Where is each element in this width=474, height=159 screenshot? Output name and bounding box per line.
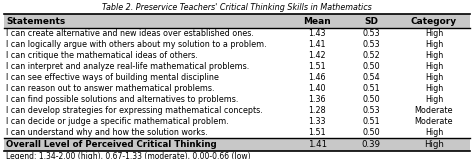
Text: SD: SD [364, 17, 378, 25]
Text: 1.33: 1.33 [309, 117, 326, 126]
Text: Moderate: Moderate [415, 106, 453, 115]
Text: I can see effective ways of building mental discipline: I can see effective ways of building men… [6, 73, 219, 82]
Text: 0.39: 0.39 [362, 140, 381, 149]
Text: Moderate: Moderate [415, 117, 453, 126]
Text: 0.50: 0.50 [362, 95, 380, 104]
Text: High: High [425, 84, 443, 93]
Text: High: High [425, 73, 443, 82]
Text: I can logically argue with others about my solution to a problem.: I can logically argue with others about … [6, 40, 266, 49]
Text: I can understand why and how the solution works.: I can understand why and how the solutio… [6, 128, 208, 137]
Text: 1.41: 1.41 [309, 40, 326, 49]
Text: 0.50: 0.50 [362, 62, 380, 71]
Text: I can find possible solutions and alternatives to problems.: I can find possible solutions and altern… [6, 95, 238, 104]
Text: I can decide or judge a specific mathematical problem.: I can decide or judge a specific mathema… [6, 117, 229, 126]
Text: I can reason out to answer mathematical problems.: I can reason out to answer mathematical … [6, 84, 215, 93]
Text: I can create alternative and new ideas over established ones.: I can create alternative and new ideas o… [6, 29, 254, 38]
Text: Table 2. Preservice Teachers' Critical Thinking Skills in Mathematics: Table 2. Preservice Teachers' Critical T… [102, 3, 372, 12]
Text: I can develop strategies for expressing mathematical concepts.: I can develop strategies for expressing … [6, 106, 263, 115]
Text: 0.53: 0.53 [362, 40, 380, 49]
Text: High: High [425, 128, 443, 137]
Text: I can interpret and analyze real-life mathematical problems.: I can interpret and analyze real-life ma… [6, 62, 249, 71]
Text: 0.53: 0.53 [362, 106, 380, 115]
Text: Statements: Statements [6, 17, 65, 25]
Text: Category: Category [411, 17, 457, 25]
Text: 0.52: 0.52 [362, 51, 380, 60]
Text: Legend: 1.34-2.00 (high), 0.67-1.33 (moderate), 0.00-0.66 (low): Legend: 1.34-2.00 (high), 0.67-1.33 (mod… [6, 152, 251, 159]
Text: High: High [425, 29, 443, 38]
Text: Overall Level of Perceived Critical Thinking: Overall Level of Perceived Critical Thin… [6, 140, 217, 149]
Text: 1.28: 1.28 [309, 106, 326, 115]
Text: High: High [424, 140, 444, 149]
Text: High: High [425, 95, 443, 104]
Text: 1.42: 1.42 [309, 51, 326, 60]
Text: 1.41: 1.41 [308, 140, 327, 149]
Text: 0.53: 0.53 [362, 29, 380, 38]
Text: I can critique the mathematical ideas of others.: I can critique the mathematical ideas of… [6, 51, 198, 60]
Text: High: High [425, 40, 443, 49]
Text: 1.51: 1.51 [309, 62, 326, 71]
Text: High: High [425, 51, 443, 60]
Text: 1.40: 1.40 [309, 84, 326, 93]
Text: 0.51: 0.51 [362, 84, 380, 93]
Text: 1.46: 1.46 [309, 73, 326, 82]
Text: 0.50: 0.50 [362, 128, 380, 137]
Text: High: High [425, 62, 443, 71]
Text: Mean: Mean [303, 17, 331, 25]
Bar [4, 138, 470, 151]
Bar [4, 14, 470, 28]
Text: 1.43: 1.43 [309, 29, 326, 38]
Text: 1.51: 1.51 [309, 128, 326, 137]
Text: 0.54: 0.54 [362, 73, 380, 82]
Text: 0.51: 0.51 [362, 117, 380, 126]
Text: 1.36: 1.36 [309, 95, 326, 104]
